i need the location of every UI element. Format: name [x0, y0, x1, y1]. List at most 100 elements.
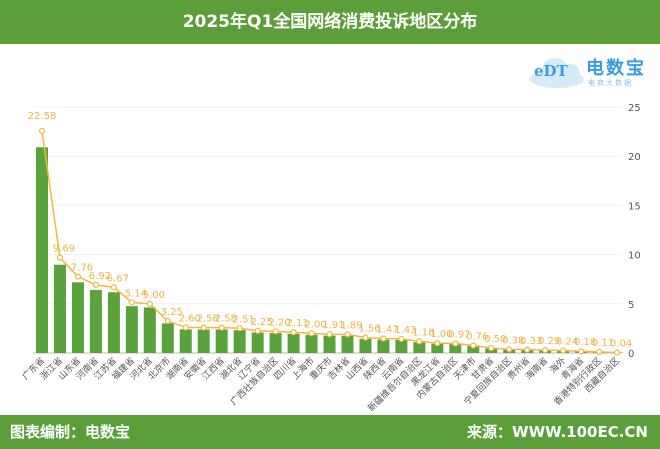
bar [305, 334, 318, 353]
line-point [218, 324, 225, 331]
data-label: 0.24 [556, 337, 578, 348]
line-point [38, 127, 46, 134]
line-point [542, 347, 549, 354]
data-label: 1.89 [340, 320, 362, 331]
bar [323, 335, 336, 353]
line-point [344, 331, 351, 338]
line-point [398, 335, 405, 343]
bar [395, 339, 408, 353]
data-label: 9.69 [53, 244, 75, 255]
line-point [595, 348, 603, 356]
line-point [470, 342, 477, 349]
line-point [308, 330, 315, 337]
footer-credit: 图表编制：电数宝 [10, 423, 131, 441]
data-label: 2.00 [304, 319, 326, 330]
line-point [362, 334, 369, 341]
data-label: 6.92 [89, 271, 111, 282]
bar [107, 292, 120, 353]
y-tick-label: 5 [628, 300, 634, 311]
line-point [326, 331, 333, 338]
y-tick-label: 20 [628, 152, 641, 163]
data-label: 1.56 [358, 324, 380, 335]
bar [287, 333, 300, 353]
data-label: 5.14 [125, 288, 147, 299]
data-label: 2.51 [233, 314, 255, 325]
y-tick-label: 10 [628, 251, 641, 262]
line-point [488, 344, 495, 352]
chart-title: 2025年Q1全国网络消费投诉地区分布 [0, 0, 660, 44]
bar [359, 338, 372, 353]
data-label: 0.04 [610, 339, 632, 350]
line-point [92, 281, 100, 289]
line-point [74, 273, 82, 280]
bar [215, 329, 228, 353]
line-point [290, 329, 297, 336]
logo-mark: eDT [534, 62, 568, 80]
data-label: 22.58 [28, 111, 57, 122]
line-point [164, 317, 171, 325]
bar [467, 346, 480, 353]
line-point [560, 347, 567, 354]
line-point [577, 348, 585, 355]
bar [269, 332, 282, 353]
line-point [128, 299, 135, 306]
data-label: 3.25 [161, 307, 183, 318]
line-point [380, 335, 387, 342]
bar [53, 264, 66, 353]
bar [89, 289, 102, 353]
data-label: 0.38 [502, 335, 524, 346]
bar [125, 306, 138, 353]
footer-source: 来源：WWW.100EC.CN [467, 423, 648, 441]
chart-area: 051015202522.58广东省9.69浙江省7.76山东省6.92河南省6… [20, 103, 641, 414]
bar [251, 332, 264, 353]
data-label: 2.58 [215, 314, 237, 325]
cloud-logo-icon [530, 58, 584, 88]
data-label: 0.18 [574, 337, 596, 348]
data-label: 1.18 [412, 327, 434, 338]
bar [197, 329, 210, 353]
data-label: 0.11 [592, 338, 614, 349]
cloud-puff [560, 64, 580, 82]
data-label: 2.58 [197, 314, 219, 325]
data-label: 5.00 [143, 290, 165, 301]
data-label: 2.60 [179, 313, 201, 324]
data-label: 1.43 [394, 325, 416, 336]
data-label: 0.76 [466, 332, 488, 343]
line-point [524, 346, 531, 353]
data-label: 1.00 [430, 329, 452, 340]
line-point [254, 327, 261, 334]
data-label: 1.47 [376, 325, 398, 336]
bar [377, 339, 390, 353]
data-label: 0.33 [520, 336, 542, 347]
line-point [110, 284, 117, 291]
line-point [236, 325, 243, 332]
line-point [182, 324, 189, 331]
line-point [434, 340, 441, 347]
line-point [272, 328, 279, 335]
line-point [146, 300, 153, 307]
bar [341, 335, 354, 353]
data-label: 0.97 [448, 329, 470, 340]
footer: 图表编制：电数宝 来源：WWW.100EC.CN [0, 415, 660, 449]
y-tick-label: 25 [628, 103, 641, 114]
data-label: 7.76 [71, 263, 93, 274]
y-tick-label: 15 [628, 201, 641, 212]
bar [179, 329, 192, 353]
line-point [200, 324, 207, 331]
logo-tagline: 电商大数据 [588, 79, 633, 87]
line-point [56, 254, 64, 261]
data-label: 2.20 [268, 317, 290, 328]
data-label: 6.67 [107, 273, 129, 284]
bar [413, 342, 426, 353]
bar [431, 343, 444, 353]
line-point [416, 338, 423, 345]
data-label: 2.25 [251, 317, 273, 328]
bar [36, 147, 48, 353]
bar [449, 344, 462, 353]
line-point [506, 346, 513, 353]
bar [233, 330, 246, 353]
line-point [613, 349, 621, 356]
logo: eDT 电数宝 电商大数据 [530, 52, 658, 96]
bar [143, 307, 156, 353]
y-tick-label: 0 [628, 349, 634, 360]
